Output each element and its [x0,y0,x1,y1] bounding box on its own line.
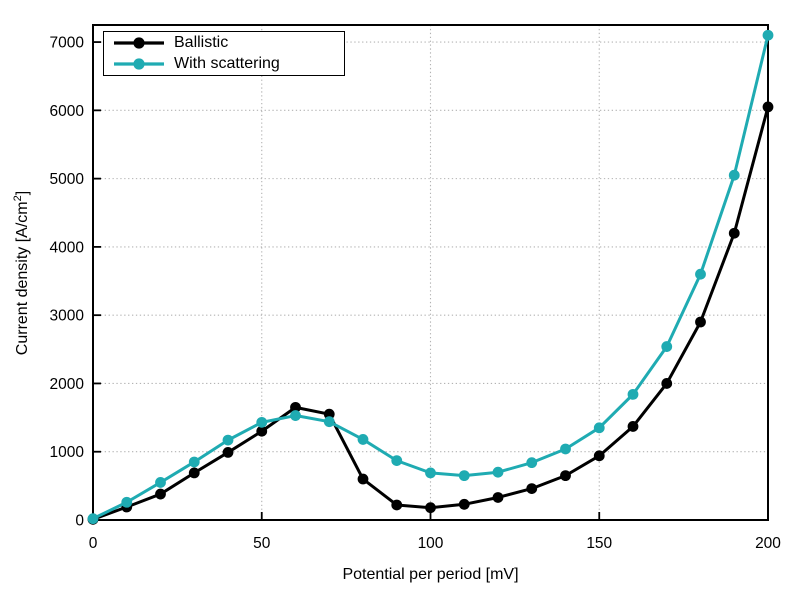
data-point-marker [560,470,571,482]
data-point-marker [492,466,504,478]
data-point-marker [661,378,673,389]
data-point-marker [323,408,335,420]
data-point-marker [87,513,99,525]
data-point-marker [323,416,335,428]
data-point-marker [526,457,538,469]
data-point-marker [357,434,369,445]
legend-item-ballistic: Ballistic [111,33,344,53]
y-axis-label-suffix: ] [14,190,32,196]
data-point-marker [357,473,369,485]
data-point-marker [391,455,403,466]
x-tick-label: 200 [755,535,781,552]
data-point-marker [661,341,673,352]
data-point-marker [728,169,740,181]
data-point-marker [458,470,470,482]
data-point-marker [593,422,605,434]
data-point-marker [695,316,706,328]
data-point-marker [627,421,639,432]
y-tick-label: 2000 [50,376,85,393]
y-tick-label: 5000 [50,171,85,188]
y-axis-label-text: Current density [A/cm [14,201,32,356]
y-tick-label: 6000 [50,103,85,120]
x-tick-label: 0 [89,535,98,552]
data-point-marker [492,492,504,503]
data-point-marker [256,425,268,437]
data-point-marker [155,477,166,488]
legend-label-ballistic: Ballistic [174,34,229,51]
data-point-marker [458,498,470,510]
data-point-marker [121,496,133,508]
data-point-marker [762,29,774,41]
data-point-marker [627,388,639,400]
data-point-marker [155,488,166,500]
data-point-marker [256,416,268,428]
data-point-marker [762,101,774,113]
y-tick-label: 0 [75,513,84,530]
y-tick-label: 3000 [50,308,85,325]
data-point-marker [695,268,706,280]
data-point-marker [222,434,234,446]
legend: Ballistic With scattering [103,31,345,76]
data-point-marker [728,227,740,239]
line-marker-swatch-icon [114,58,164,70]
x-tick-label: 150 [586,535,612,552]
data-point-marker [290,401,301,413]
y-tick-label: 7000 [50,35,85,52]
y-tick-label: 1000 [50,444,85,461]
data-point-marker [391,499,403,511]
y-axis-label-superscript: 2 [11,195,24,202]
x-axis-label: Potential per period [mV] [342,566,519,583]
data-point-marker [290,410,301,421]
data-point-marker [188,456,200,468]
data-point-marker [593,450,605,462]
data-point-marker [222,447,234,458]
legend-label-with-scattering: With scattering [174,55,280,72]
x-tick-label: 50 [253,535,271,552]
y-tick-label: 4000 [50,239,85,256]
y-axis-label: Current density [A/cm2] [12,191,32,355]
data-point-marker [188,467,200,479]
data-point-marker [560,443,571,455]
data-point-marker [526,483,538,494]
line-marker-swatch-icon [114,37,164,49]
x-tick-label: 100 [418,535,444,552]
data-point-marker [425,502,436,514]
data-point-marker [425,467,436,479]
legend-item-with-scattering: With scattering [111,54,344,74]
